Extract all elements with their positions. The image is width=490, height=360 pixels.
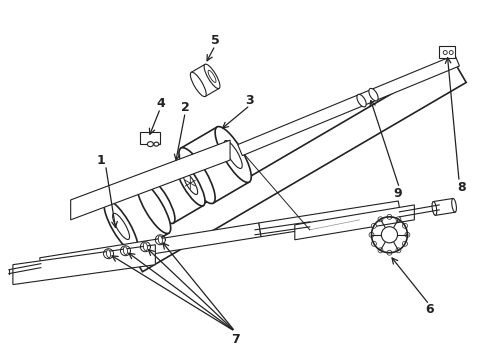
Circle shape [381, 227, 397, 243]
Polygon shape [13, 245, 155, 285]
Polygon shape [106, 181, 169, 252]
Polygon shape [141, 132, 160, 144]
Text: 7: 7 [231, 333, 240, 346]
Circle shape [378, 217, 383, 222]
Polygon shape [181, 127, 249, 203]
Ellipse shape [146, 178, 175, 224]
Circle shape [371, 241, 376, 246]
Circle shape [371, 223, 376, 228]
Text: 1: 1 [96, 154, 105, 167]
Ellipse shape [215, 127, 251, 183]
Polygon shape [147, 161, 203, 223]
Polygon shape [238, 55, 460, 156]
Ellipse shape [179, 148, 215, 203]
Polygon shape [433, 198, 455, 215]
Polygon shape [439, 45, 455, 58]
Ellipse shape [143, 243, 147, 251]
Ellipse shape [158, 236, 162, 244]
Polygon shape [191, 64, 219, 96]
Ellipse shape [154, 142, 159, 146]
Ellipse shape [147, 141, 153, 147]
Polygon shape [71, 140, 230, 220]
Text: 6: 6 [425, 303, 434, 316]
Circle shape [396, 248, 401, 253]
Text: 2: 2 [181, 101, 190, 114]
Ellipse shape [204, 64, 220, 89]
Circle shape [378, 248, 383, 253]
Ellipse shape [104, 200, 138, 253]
Text: 5: 5 [211, 34, 220, 47]
Ellipse shape [432, 202, 437, 215]
Text: 4: 4 [156, 97, 165, 110]
Ellipse shape [123, 247, 127, 255]
Polygon shape [295, 205, 415, 240]
Ellipse shape [137, 181, 171, 234]
Circle shape [449, 50, 453, 54]
Circle shape [369, 232, 374, 237]
Ellipse shape [106, 250, 111, 258]
Circle shape [387, 250, 392, 255]
Text: 3: 3 [245, 94, 254, 107]
Ellipse shape [369, 89, 378, 101]
Ellipse shape [175, 161, 205, 206]
Circle shape [443, 50, 447, 54]
Circle shape [402, 223, 408, 228]
Circle shape [405, 232, 410, 237]
Ellipse shape [452, 198, 456, 212]
Text: 8: 8 [457, 181, 465, 194]
Polygon shape [128, 58, 466, 272]
Text: 9: 9 [393, 188, 402, 201]
Circle shape [387, 214, 392, 219]
Polygon shape [259, 201, 400, 237]
Circle shape [396, 217, 401, 222]
Polygon shape [40, 223, 261, 271]
Circle shape [402, 241, 408, 246]
Ellipse shape [357, 94, 366, 107]
Ellipse shape [190, 72, 206, 96]
